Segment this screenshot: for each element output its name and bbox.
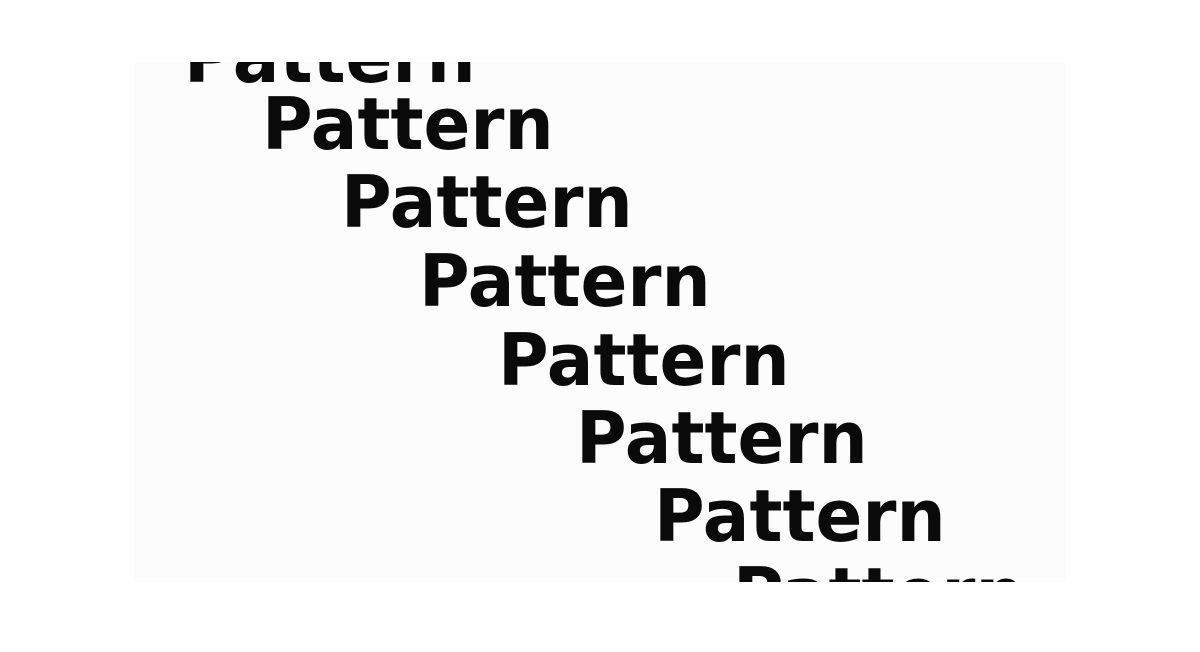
pattern-word: Pattern: [733, 558, 1025, 582]
pattern-word: Pattern: [498, 318, 790, 402]
pattern-word: Pattern: [419, 239, 711, 323]
pattern-panel: Pattern Pattern Pattern Pattern Pattern …: [134, 62, 1066, 582]
pattern-word: Pattern: [184, 62, 476, 93]
pattern-word: Pattern: [654, 474, 946, 558]
pattern-word: Pattern: [341, 160, 633, 244]
pattern-word: Pattern: [262, 82, 554, 166]
pattern-word: Pattern: [576, 396, 868, 480]
